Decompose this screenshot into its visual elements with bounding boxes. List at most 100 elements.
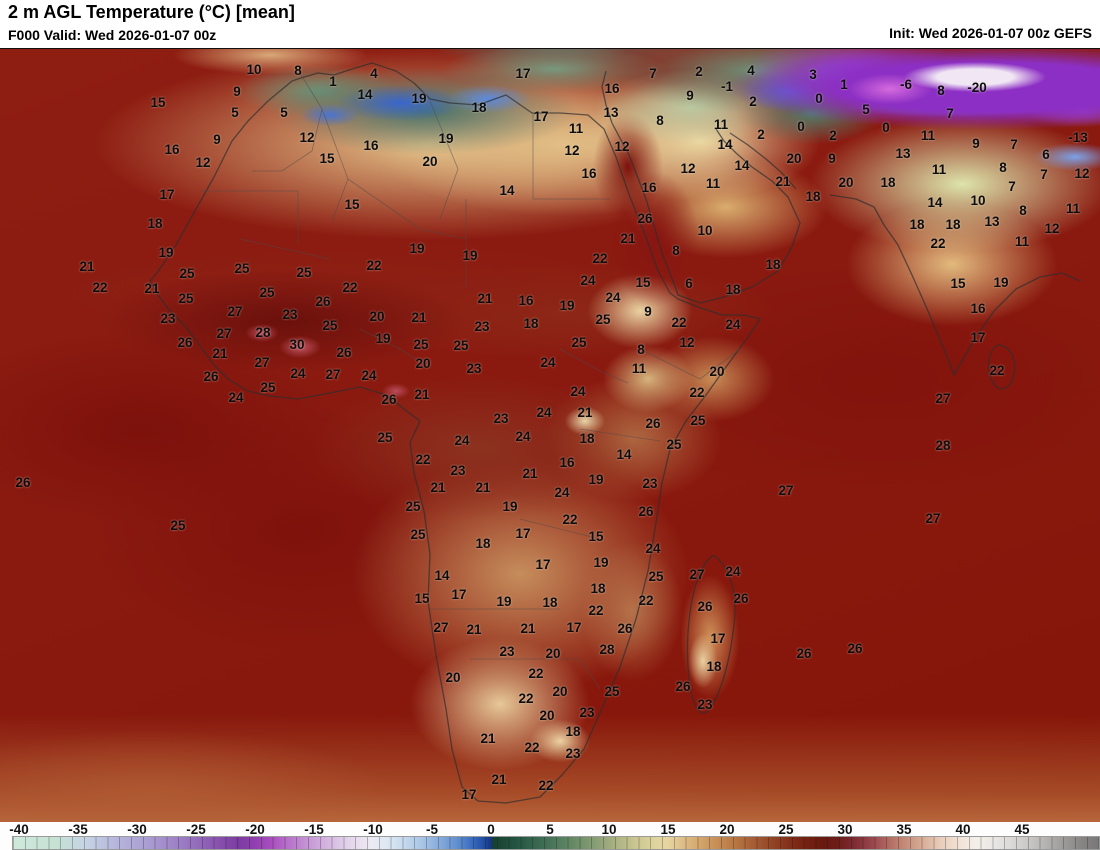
india-coastline	[829, 194, 1081, 376]
sri-lanka-outline	[988, 344, 1016, 390]
temp-label: 18	[523, 315, 539, 331]
temp-label: 14	[357, 86, 373, 102]
temp-label: 26	[697, 598, 713, 614]
colorbar-tick: 20	[719, 822, 735, 837]
temp-label: 27	[778, 482, 794, 498]
temp-label: 25	[690, 412, 706, 428]
temp-label: 23	[474, 318, 490, 334]
temp-label: 12	[1074, 165, 1090, 181]
temp-label: 9	[233, 83, 241, 99]
temp-label: 23	[450, 462, 466, 478]
temp-label: 15	[635, 274, 651, 290]
temp-label: 19	[158, 244, 174, 260]
temp-label: 21	[577, 404, 593, 420]
temp-label: 25	[377, 429, 393, 445]
temp-label: 25	[648, 568, 664, 584]
colorbar-tick: -30	[127, 822, 147, 837]
temp-label: 25	[413, 336, 429, 352]
temp-label: 23	[499, 643, 515, 659]
temp-label: 3	[809, 66, 817, 82]
temp-label: 18	[880, 174, 896, 190]
temp-label: 20	[838, 174, 854, 190]
temp-label: 20	[786, 150, 802, 166]
temp-label: 17	[566, 619, 582, 635]
temperature-labels-layer: 15 10 8 1 4 9 14 19 5 5 12 16 19 9 16 12 15 20 17 15 18 17 7 2 4…	[0, 49, 1100, 823]
header-bar: 2 m AGL Temperature (°C) [mean] F000 Val…	[0, 0, 1100, 48]
temp-label: -13	[1068, 129, 1088, 145]
temp-label: -20	[967, 79, 987, 95]
temp-label: 22	[415, 451, 431, 467]
temp-label: 17	[451, 586, 467, 602]
temp-label: 22	[538, 777, 554, 793]
temp-label: 9	[213, 131, 221, 147]
temp-label: 7	[649, 65, 657, 81]
temp-label: 19	[588, 471, 604, 487]
persian-gulf-coastline	[729, 132, 797, 190]
temp-label: 21	[775, 173, 791, 189]
temp-label: 16	[518, 292, 534, 308]
colorbar-tick: -15	[304, 822, 324, 837]
temp-label: 20	[539, 707, 555, 723]
temp-label: 17	[515, 65, 531, 81]
colorbar-tick: 0	[487, 822, 495, 837]
temp-label: 24	[580, 272, 596, 288]
temp-label: 8	[937, 82, 945, 98]
temp-label: 26	[203, 368, 219, 384]
temp-label: 17	[535, 556, 551, 572]
temp-label: 20	[369, 308, 385, 324]
temp-label: 26	[645, 415, 661, 431]
temp-label: 5	[862, 101, 870, 117]
colorbar-tick: 15	[660, 822, 676, 837]
temp-label: 22	[524, 739, 540, 755]
africa-coastline	[149, 62, 761, 804]
temp-label: 1	[840, 76, 848, 92]
temp-label: 12	[1044, 220, 1060, 236]
temp-label: 17	[533, 108, 549, 124]
temp-label: 22	[592, 250, 608, 266]
colorbar-segments	[13, 837, 1099, 849]
temp-label: 19	[993, 274, 1009, 290]
temp-label: 22	[638, 592, 654, 608]
temp-label: 24	[605, 289, 621, 305]
temp-label: 25	[453, 337, 469, 353]
temp-label: 8	[1019, 202, 1027, 218]
colorbar-tick: 45	[1014, 822, 1030, 837]
temp-label: 21	[522, 465, 538, 481]
temperature-field	[0, 49, 1100, 823]
madagascar-outline	[686, 555, 736, 714]
temp-label: 14	[499, 182, 515, 198]
temp-label: 26	[675, 678, 691, 694]
temp-label: 10	[697, 222, 713, 238]
temp-label: 2	[695, 63, 703, 79]
temp-label: 12	[299, 129, 315, 145]
temp-label: 19	[462, 247, 478, 263]
temp-label: 24	[645, 540, 661, 556]
temp-label: 25	[170, 517, 186, 533]
interior-borders	[200, 72, 741, 690]
temp-label: 11	[631, 360, 647, 376]
colorbar-tick: 30	[837, 822, 853, 837]
colorbar-tick-labels: -40 -35 -30 -25 -20 -15 -10 -5 0 5 10 15 20 25 30 35 40 4…	[0, 822, 1100, 837]
temp-label: 25	[178, 290, 194, 306]
colorbar-tick: 5	[546, 822, 554, 837]
temp-label: 27	[325, 366, 341, 382]
temp-label: 24	[454, 432, 470, 448]
temp-label: 18	[909, 216, 925, 232]
temp-label: 18	[590, 580, 606, 596]
temp-label: 27	[689, 566, 705, 582]
temp-label: 6	[1042, 146, 1050, 162]
temp-label: 28	[599, 641, 615, 657]
temp-label: 0	[797, 118, 805, 134]
temp-label: 23	[697, 696, 713, 712]
temp-label: 19	[375, 330, 391, 346]
colorbar-tick: 25	[778, 822, 794, 837]
temp-label: 11	[568, 120, 584, 136]
temp-label: 23	[282, 306, 298, 322]
temp-label: 21	[414, 386, 430, 402]
temp-label: 8	[672, 242, 680, 258]
temp-label: 22	[92, 279, 108, 295]
temp-label: 26	[177, 334, 193, 350]
temp-label: 28	[255, 324, 271, 340]
temp-label: 17	[461, 786, 477, 802]
